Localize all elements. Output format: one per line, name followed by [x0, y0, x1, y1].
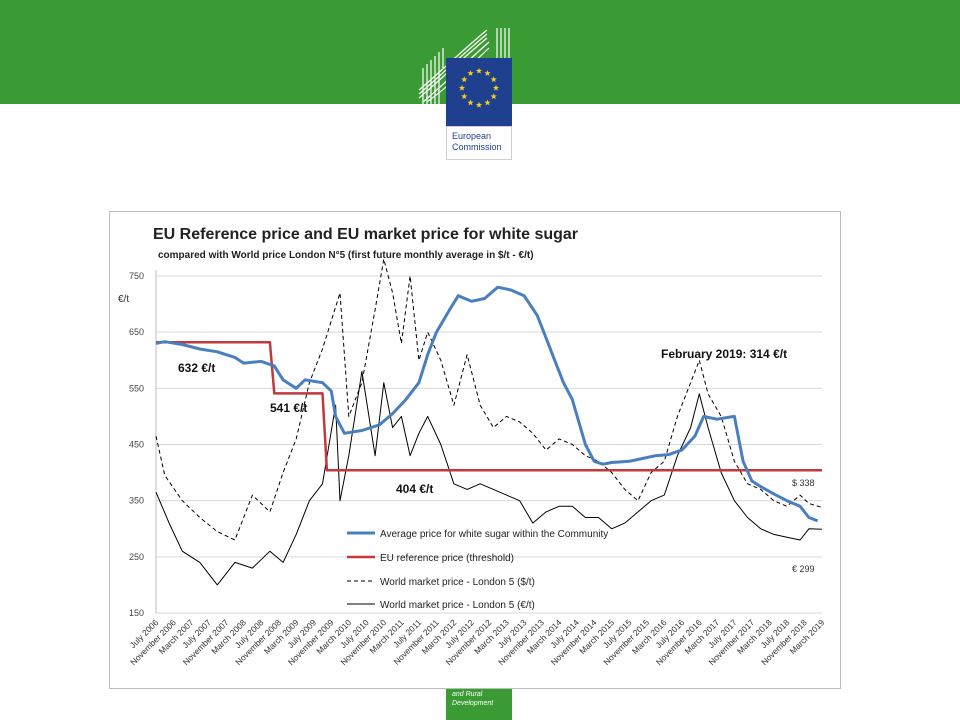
avg-price-line	[155, 285, 819, 523]
eu-star	[492, 84, 500, 91]
european-commission-logo: European Commission	[417, 28, 513, 160]
reference-price-line	[156, 341, 822, 472]
annotation-eur_end: € 299	[792, 564, 815, 574]
y-axis-label: €/t	[118, 294, 129, 305]
annotation-ref3: 404 €/t	[396, 482, 433, 496]
annotation-feb2019: February 2019: 314 €/t	[661, 347, 787, 361]
logo-text-box: European Commission	[446, 126, 512, 160]
logo-line2: Commission	[452, 142, 502, 152]
eu-star	[458, 84, 466, 91]
legend-label: World market price - London 5 (€/t)	[380, 600, 535, 611]
y-tick-label: 350	[129, 496, 144, 506]
world-eur-line	[155, 371, 823, 586]
legend-label: EU reference price (threshold)	[380, 553, 514, 564]
y-tick-label: 750	[129, 271, 144, 281]
badge-text: and Rural Development	[452, 690, 493, 708]
annotation-ref1: 632 €/t	[178, 361, 215, 375]
eu-star	[475, 101, 483, 108]
annotation-usd_end: $ 338	[792, 478, 815, 488]
annotation-ref2: 541 €/t	[270, 401, 307, 415]
chart-title: EU Reference price and EU market price f…	[153, 226, 578, 243]
badge-line2: Development	[452, 700, 494, 707]
eu-star	[490, 93, 497, 100]
legend-label: Average price for white sugar within the…	[380, 529, 608, 540]
eu-star	[484, 69, 491, 76]
eu-star	[490, 76, 497, 83]
sugar-price-chart: EU Reference price and EU market price f…	[118, 226, 827, 667]
eu-stars-icon	[458, 67, 500, 108]
y-tick-label: 150	[129, 608, 144, 618]
eu-star	[475, 67, 483, 74]
eu-star	[467, 69, 474, 76]
world-usd-line	[155, 258, 823, 541]
badge-line1: and Rural	[452, 691, 483, 698]
y-tick-label: 250	[129, 552, 144, 562]
chart-frame: EU Reference price and EU market price f…	[109, 211, 841, 689]
logo-line1: European	[452, 131, 492, 141]
eu-star	[461, 76, 468, 83]
y-tick-label: 650	[129, 327, 144, 337]
eu-star	[484, 99, 491, 106]
chart-subtitle: compared with World price London N°5 (fi…	[158, 250, 534, 261]
logo-wordmark: European Commission	[452, 131, 502, 153]
eu-star	[461, 93, 468, 100]
y-tick-label: 450	[129, 440, 144, 450]
legend-label: World market price - London 5 ($/t)	[380, 577, 535, 588]
y-tick-label: 550	[129, 383, 144, 393]
eu-flag	[446, 58, 512, 126]
eu-star	[467, 99, 474, 106]
dg-agri-badge: and Rural Development	[446, 688, 512, 720]
